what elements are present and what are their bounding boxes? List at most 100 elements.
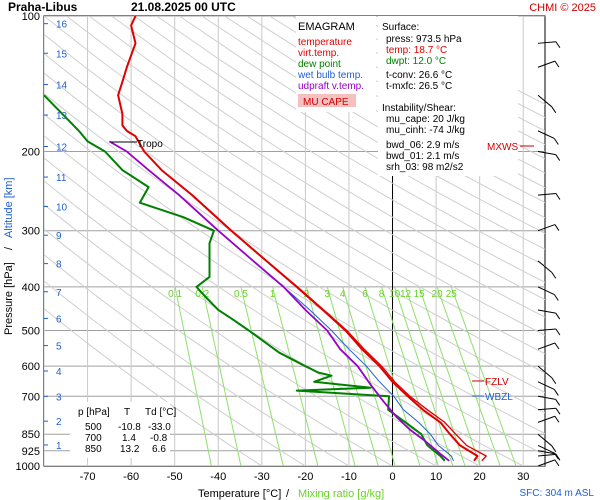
srh-03-value: srh_03: 98 m2/s2	[386, 162, 464, 173]
wind-barb-staff	[537, 407, 556, 411]
pressure-tick-label: 1000	[16, 461, 40, 473]
table-cell: 13.2	[120, 444, 140, 455]
series-line-dew-point	[44, 94, 446, 462]
dry-adiabat-line	[44, 280, 306, 466]
mixing-ratio-label: 0.1	[168, 289, 182, 300]
y-axis-separator: /	[3, 246, 15, 250]
temperature-tick-label: -50	[167, 471, 183, 483]
mixing-ratio-line	[405, 286, 466, 466]
wind-barb-staff	[537, 224, 556, 232]
mu-cape-button[interactable]	[298, 94, 356, 107]
pressure-tick-label: 300	[22, 226, 40, 238]
dry-adiabat-line	[44, 157, 524, 466]
legend-virt-temp: virt.temp.	[298, 48, 339, 59]
altitude-tick-label: 6	[56, 314, 62, 325]
mixing-ratio-label: 6	[362, 289, 368, 300]
wind-barb-flag	[555, 41, 561, 49]
mixing-ratio-line	[326, 286, 379, 466]
altitude-tick-label: 7	[56, 288, 62, 299]
temperature-tick-label: -30	[254, 471, 270, 483]
x-axis-title: Temperature [°C]	[198, 488, 281, 500]
dry-adiabat-line	[44, 72, 545, 394]
copyright: CHMI © 2025	[529, 2, 596, 14]
altitude-tick-label: 10	[56, 202, 68, 213]
y-axis-title: Pressure [hPa] / Altitude [km]	[3, 177, 15, 335]
table-cell: 500	[85, 422, 102, 433]
dry-adiabat-line	[44, 253, 350, 466]
mixing-ratio-label: 8	[379, 289, 385, 300]
wind-barb-staff	[537, 328, 556, 332]
wind-barb-staff	[537, 60, 556, 68]
mixing-ratio-label: 1	[270, 289, 276, 300]
pressure-tick-label: 925	[22, 446, 40, 458]
wind-barb-flag	[555, 193, 561, 200]
dry-adiabat-line	[44, 113, 545, 435]
dry-adiabat-line	[44, 228, 393, 466]
bwd-01-value: bwd_01: 2.1 m/s	[386, 151, 459, 162]
mixing-ratio-label: 12	[400, 289, 412, 300]
table-header-p: p [hPa]	[78, 407, 110, 418]
dry-adiabat-line	[133, 16, 545, 267]
wind-barb-staff	[537, 309, 556, 314]
y-axis-title-pressure: Pressure [hPa]	[3, 262, 15, 335]
wind-barb-staff	[537, 41, 556, 44]
mixing-ratio-label: 4	[340, 289, 346, 300]
altitude-tick-label: 13	[56, 111, 68, 122]
info-panel: Surface: press: 973.5 hPa temp: 18.7 °C …	[378, 16, 518, 176]
table-cell: -33.0	[148, 422, 171, 433]
dry-adiabat-line	[44, 33, 545, 355]
wind-barb-staff	[537, 450, 556, 455]
wind-barb-flag	[555, 312, 561, 320]
temperature-tick-label: -40	[210, 471, 226, 483]
mixing-ratio-line	[418, 286, 481, 466]
mixing-ratio-label: 20	[432, 289, 444, 300]
wind-barb-staff	[537, 453, 556, 457]
dry-adiabat-line	[156, 16, 545, 250]
fzlv-label: FZLV	[485, 377, 509, 388]
wind-barb-staff	[537, 415, 556, 423]
wind-barb-flag	[554, 415, 560, 423]
wind-barb-flag	[553, 452, 559, 460]
pressure-tick-label: 200	[22, 146, 40, 158]
level-table: p [hPa] T Td [°C] 500 -10.8 -33.0 700 1.…	[70, 402, 176, 458]
table-cell: 6.6	[152, 444, 166, 455]
wind-barb-staff	[537, 365, 553, 379]
wind-barb-flag	[555, 154, 561, 161]
mixing-ratio-line	[240, 286, 284, 466]
dry-adiabat-line	[201, 16, 545, 219]
wind-barb-flag	[555, 328, 561, 336]
legend-dew-point: dew point	[298, 59, 341, 70]
dry-adiabat-line	[44, 308, 263, 466]
legend: EMAGRAM temperature virt.temp. dew point…	[296, 16, 376, 112]
altitude-tick-label: 9	[56, 231, 62, 242]
mixing-ratio-line	[342, 286, 396, 466]
mixing-ratio-line	[381, 286, 439, 466]
wind-barb-staff	[537, 395, 556, 400]
series-line-virt-temp	[143, 151, 487, 462]
wind-barb-staff	[537, 444, 555, 454]
bwd-06-value: bwd_06: 2.9 m/s	[386, 140, 459, 151]
table-header-t: T	[124, 407, 130, 418]
wind-barb-flag	[555, 453, 561, 461]
wind-barb-flag	[553, 294, 559, 301]
altitude-tick-label: 15	[56, 49, 68, 60]
dry-adiabat-line	[111, 16, 545, 283]
station-title: Praha-Libus	[8, 0, 78, 14]
surface-press: press: 973.5 hPa	[386, 34, 462, 45]
temperature-tick-label: 20	[474, 471, 486, 483]
altitude-tick-label: 2	[56, 417, 62, 428]
table-cell: 850	[85, 444, 102, 455]
wind-barb-flag	[551, 445, 557, 453]
mu-cape-value: mu_cape: 20 J/kg	[386, 114, 465, 125]
temperature-tick-label: -60	[123, 471, 139, 483]
mixing-ratio-line	[174, 286, 212, 466]
wind-barb-flag	[551, 272, 557, 279]
dry-adiabat-line	[224, 16, 545, 204]
wind-barb-staff	[537, 130, 555, 139]
mixing-ratio-label: 3	[324, 289, 330, 300]
altitude-tick-label: 11	[56, 173, 67, 184]
temperature-tick-label: -10	[341, 471, 357, 483]
pressure-tick-label: 100	[22, 11, 40, 23]
dry-adiabat-line	[44, 203, 437, 466]
